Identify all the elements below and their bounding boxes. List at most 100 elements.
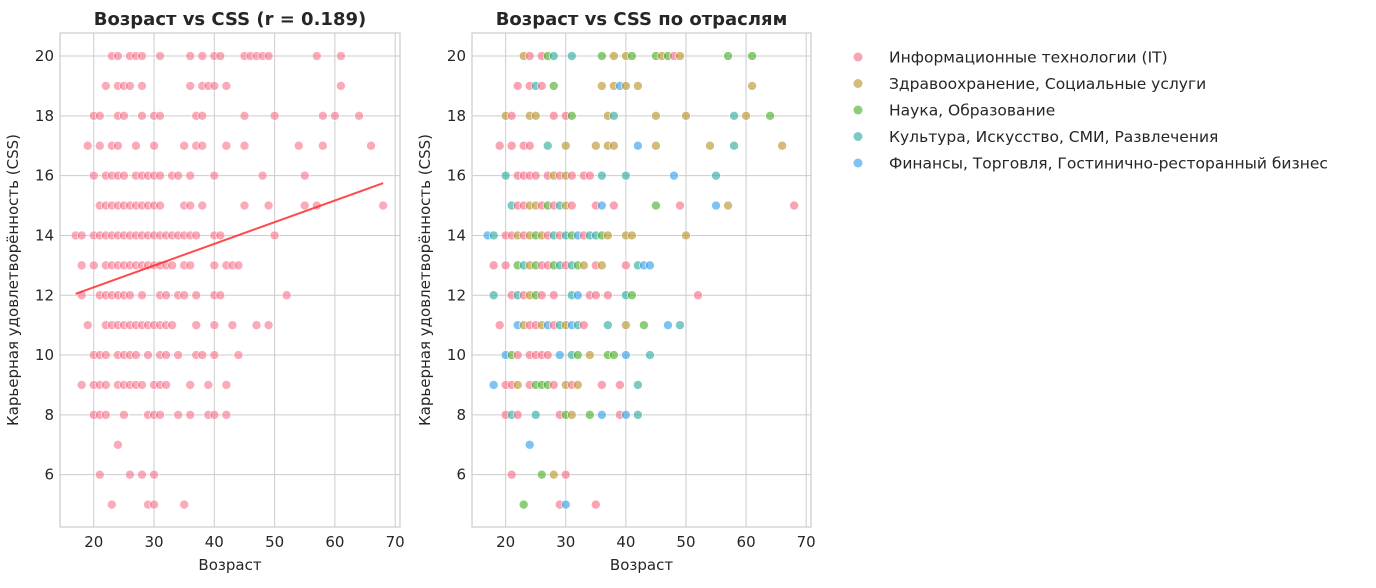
data-point [113, 51, 123, 61]
data-point [627, 230, 637, 241]
data-point [488, 290, 499, 301]
data-point [173, 410, 183, 420]
data-point [191, 230, 202, 241]
data-point [597, 51, 607, 61]
legend-label: Информационные технологии (IT) [889, 49, 1168, 67]
data-point [723, 51, 733, 61]
data-point [494, 320, 505, 330]
data-point [524, 51, 535, 61]
chart-title: Возраст vs CSS по отраслям [496, 9, 788, 30]
data-point [603, 320, 613, 330]
data-point [506, 140, 517, 151]
data-point [233, 350, 244, 360]
data-point [512, 350, 523, 360]
data-point [597, 260, 607, 271]
data-point [789, 200, 799, 211]
data-point [161, 380, 171, 390]
y-tick-label: 20 [447, 47, 466, 65]
data-point [239, 140, 250, 151]
data-point [221, 140, 232, 151]
y-axis-label: Карьерная удовлетворённость (CSS) [416, 134, 434, 426]
data-point [609, 111, 619, 121]
legend-marker [853, 105, 863, 115]
data-point [512, 410, 523, 420]
y-tick-label: 8 [44, 406, 54, 424]
data-point [548, 51, 559, 61]
data-point [633, 410, 643, 420]
data-point [705, 140, 715, 151]
data-point [578, 320, 589, 330]
data-point [336, 51, 346, 61]
data-point [711, 200, 721, 211]
trend-line [75, 182, 384, 295]
data-point [597, 380, 607, 390]
data-point [741, 111, 751, 121]
data-point [548, 111, 559, 121]
data-point [76, 230, 87, 241]
legend-marker [853, 52, 863, 62]
data-point [633, 140, 643, 151]
data-point [512, 81, 523, 91]
x-tick-label: 40 [205, 533, 224, 551]
data-point [149, 499, 159, 510]
data-point [113, 140, 123, 151]
data-point [621, 81, 631, 91]
data-point [530, 410, 541, 420]
data-point [82, 140, 93, 151]
data-point [651, 111, 661, 121]
data-point [597, 81, 607, 91]
data-point [125, 469, 135, 480]
data-point [765, 111, 775, 121]
data-point [633, 81, 643, 91]
data-point [269, 111, 280, 121]
legend-label: Финансы, Торговля, Гостинично-ресторанны… [889, 155, 1328, 173]
data-point [530, 170, 541, 181]
data-point [185, 200, 196, 211]
data-point [506, 469, 517, 480]
data-point [366, 140, 376, 151]
x-axis-label: Возраст [198, 556, 261, 574]
data-point [137, 111, 147, 121]
y-tick-label: 16 [447, 167, 466, 185]
data-point [197, 51, 208, 61]
y-tick-label: 20 [35, 47, 54, 65]
data-point [627, 290, 637, 301]
data-point [263, 200, 274, 211]
data-point [597, 200, 607, 211]
data-point [729, 111, 739, 121]
y-tick-label: 6 [456, 466, 466, 484]
data-point [633, 380, 643, 390]
data-point [209, 170, 220, 181]
data-point [336, 81, 346, 91]
data-point [524, 140, 535, 151]
data-point [645, 350, 655, 360]
data-point [131, 140, 141, 151]
y-tick-label: 12 [35, 286, 54, 304]
data-point [101, 410, 111, 420]
data-point [585, 350, 595, 360]
data-point [161, 290, 171, 301]
x-tick-label: 60 [325, 533, 344, 551]
data-point [542, 140, 553, 151]
data-point [185, 51, 196, 61]
data-point [239, 111, 250, 121]
data-point [609, 51, 619, 61]
data-point [747, 81, 757, 91]
data-point [185, 170, 196, 181]
y-axis-label: Карьерная удовлетворённость (CSS) [4, 134, 22, 426]
x-tick-label: 30 [144, 533, 163, 551]
data-point [627, 51, 637, 61]
data-point [119, 170, 129, 181]
data-point [609, 200, 619, 211]
data-point [209, 81, 220, 91]
legend: Информационные технологии (IT) Здравоохра… [853, 49, 1328, 173]
data-point [318, 111, 328, 121]
data-point [185, 260, 196, 271]
data-point [269, 230, 280, 241]
data-point [251, 320, 262, 330]
data-point [197, 200, 208, 211]
data-point [299, 200, 310, 211]
data-point [554, 350, 565, 360]
data-point [221, 410, 232, 420]
data-point [591, 290, 601, 301]
